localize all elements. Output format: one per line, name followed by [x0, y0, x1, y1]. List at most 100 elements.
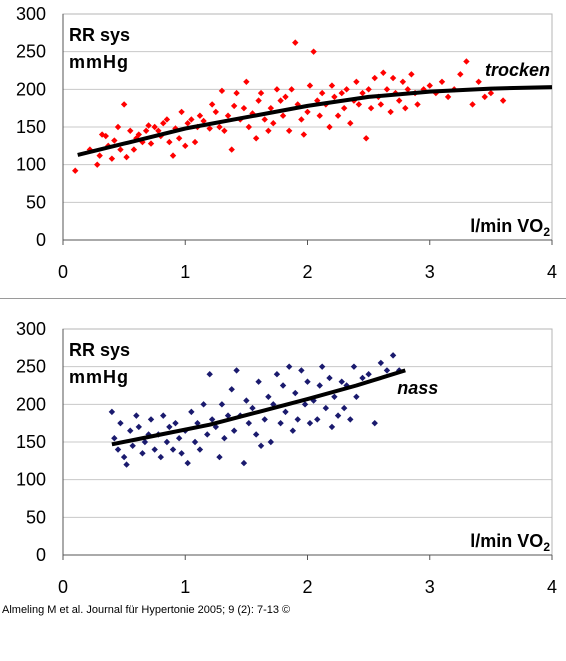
data-point — [279, 382, 287, 389]
data-point — [377, 359, 385, 367]
y-tick-label: 200 — [16, 394, 46, 414]
data-point — [353, 393, 360, 400]
y-axis-unit: mmHg — [69, 367, 129, 387]
data-point — [160, 412, 167, 419]
data-point — [191, 138, 199, 146]
data-point — [218, 87, 226, 95]
data-point — [155, 127, 162, 134]
data-point — [316, 382, 323, 389]
data-point — [108, 408, 116, 416]
data-point — [301, 401, 309, 408]
data-point — [481, 93, 488, 101]
data-point — [114, 446, 122, 453]
source-credit: Almeling M et al. Journal für Hypertonie… — [2, 604, 290, 616]
data-point — [243, 78, 250, 85]
data-point — [255, 378, 262, 385]
data-point — [145, 122, 152, 129]
data-point — [304, 108, 311, 116]
data-point — [499, 97, 507, 104]
data-point — [218, 401, 226, 408]
data-point — [142, 127, 150, 134]
data-point — [292, 389, 299, 397]
source-credit-text: Almeling M et al. Journal für Hypertonie… — [2, 604, 279, 616]
x-tick-label: 3 — [425, 577, 435, 597]
y-axis-label: RR sys — [69, 340, 130, 360]
data-point — [233, 367, 240, 374]
data-point — [347, 416, 354, 423]
data-point — [285, 127, 293, 134]
data-point — [233, 89, 240, 97]
y-axis-label: RR sys — [69, 25, 130, 45]
y-tick-label: 0 — [36, 230, 46, 250]
data-point — [469, 101, 476, 108]
data-point — [114, 123, 122, 131]
chart-panel-1: 0 50 100 150 200 250 300 0 1 2 3 4 RR sys mmHg l/min V… — [16, 4, 557, 282]
data-point — [204, 431, 211, 438]
y-tick-label: 300 — [16, 4, 46, 24]
data-point — [463, 58, 470, 65]
y-tick-label: 250 — [16, 42, 46, 62]
x-tick-label: 4 — [547, 262, 557, 282]
data-point — [267, 104, 275, 112]
data-point — [191, 438, 199, 446]
data-point — [111, 137, 118, 144]
data-point — [267, 438, 275, 446]
x-axis-label-subscript: 2 — [543, 225, 550, 239]
data-point — [255, 97, 262, 104]
data-point — [196, 112, 204, 119]
data-point — [273, 86, 281, 93]
data-point — [141, 438, 149, 446]
data-point — [169, 152, 177, 159]
data-point — [338, 89, 345, 97]
data-point — [282, 408, 289, 416]
data-point — [245, 419, 253, 427]
data-point — [318, 363, 326, 370]
data-point — [147, 416, 155, 423]
data-point — [331, 393, 338, 400]
x-axis-label: l/min VO2 — [470, 216, 550, 239]
data-point — [289, 427, 297, 434]
data-point — [402, 104, 409, 112]
y-tick-label: 300 — [16, 319, 46, 339]
data-point — [300, 131, 308, 138]
data-point — [387, 108, 394, 116]
y-tick-label: 50 — [26, 507, 46, 527]
data-point — [399, 78, 407, 85]
x-axis-label-text: l/min VO — [470, 531, 543, 551]
data-point — [334, 412, 342, 419]
data-point — [426, 82, 433, 89]
data-point — [120, 101, 128, 108]
data-point — [135, 131, 142, 138]
data-point — [208, 416, 216, 423]
data-point — [444, 93, 452, 101]
data-point — [273, 371, 281, 378]
x-tick-label: 3 — [425, 262, 435, 282]
data-point — [371, 74, 378, 82]
data-point — [383, 86, 391, 93]
data-point — [212, 108, 220, 116]
x-tick-label: 2 — [302, 577, 312, 597]
data-point — [389, 352, 397, 359]
data-point — [318, 89, 326, 97]
data-point — [314, 97, 321, 104]
data-point — [230, 427, 238, 434]
data-point — [347, 120, 354, 127]
data-point — [123, 153, 130, 161]
data-point — [383, 367, 391, 374]
data-point — [200, 401, 207, 408]
data-point — [338, 378, 345, 385]
data-point — [206, 125, 213, 132]
data-point — [169, 446, 177, 453]
data-point — [252, 135, 260, 142]
data-point — [216, 123, 223, 131]
data-point — [334, 112, 342, 119]
data-point — [224, 112, 232, 119]
x-tick-label: 0 — [58, 577, 68, 597]
data-point — [230, 102, 238, 110]
data-point — [277, 419, 284, 427]
data-point — [178, 108, 185, 116]
y-tick-label: 100 — [16, 470, 46, 490]
x-tick-label: 4 — [547, 577, 557, 597]
data-point — [294, 416, 301, 423]
data-point — [123, 461, 130, 468]
